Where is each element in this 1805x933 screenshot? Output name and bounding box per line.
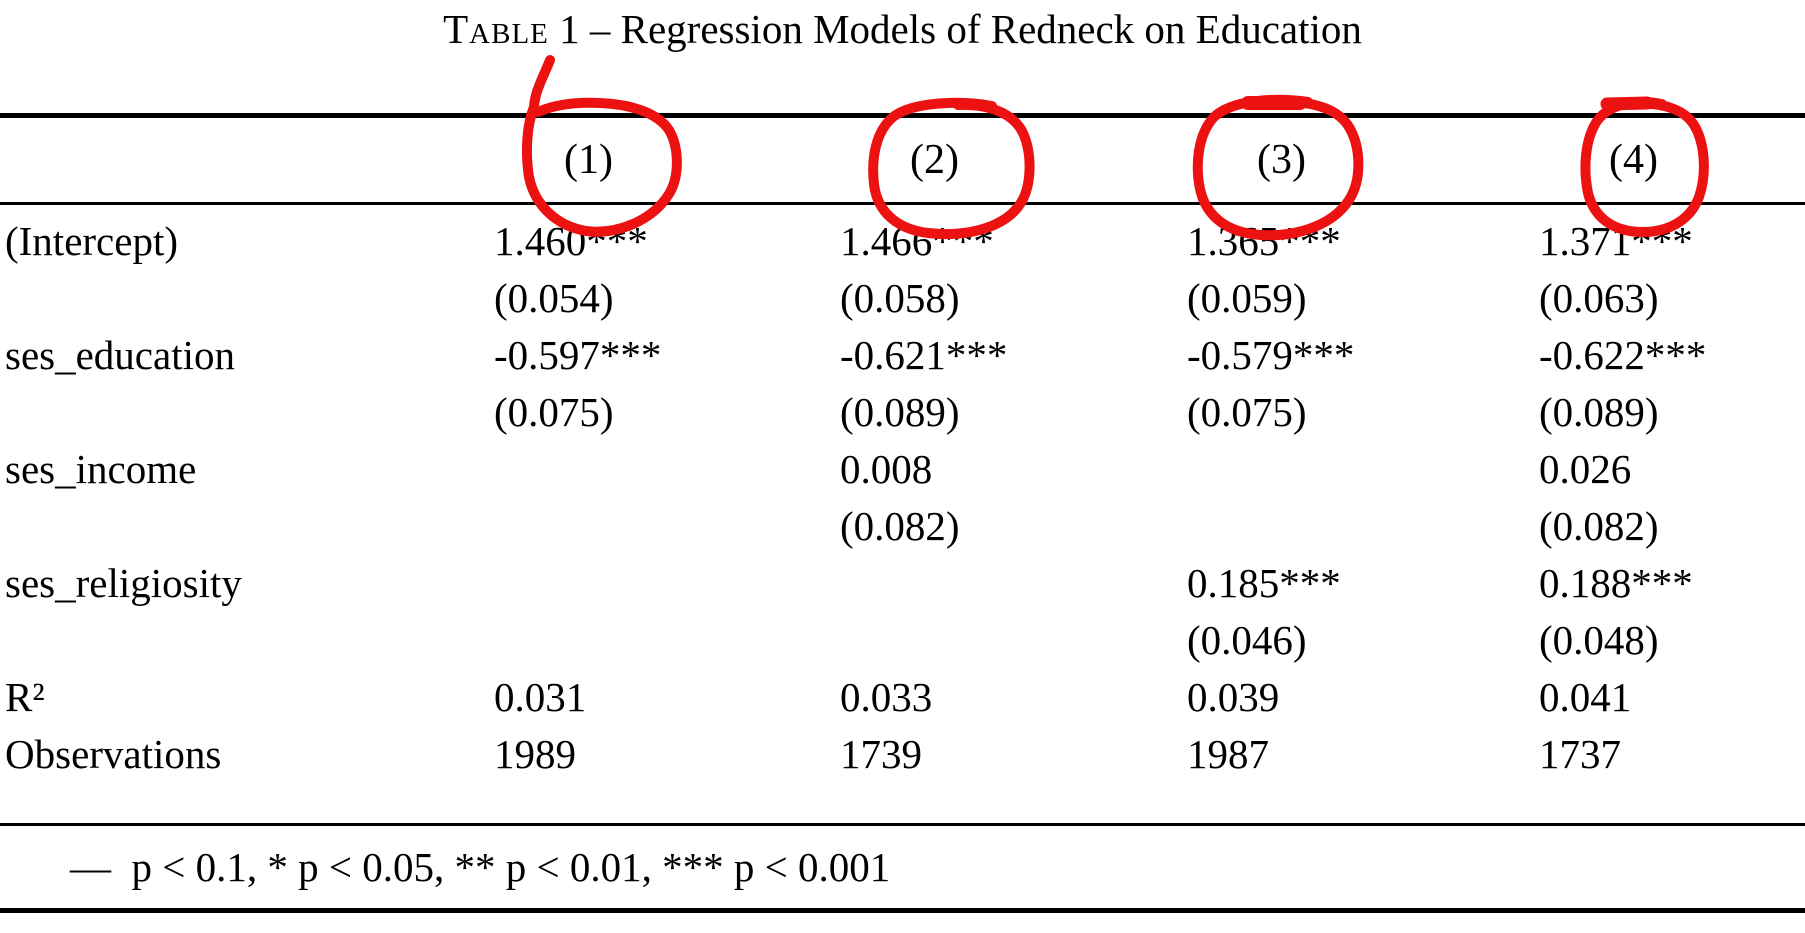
std-error-cell: (0.058) <box>840 275 960 321</box>
std-error-cell: (0.082) <box>840 503 960 549</box>
column-header-2: (2) <box>910 137 959 183</box>
row-label <box>0 612 489 669</box>
observations-cell: 1987 <box>1187 731 1269 777</box>
coefficient-cell: -0.621*** <box>840 332 1008 378</box>
row-label: R² <box>5 674 45 720</box>
coefficient-cell: 1.365*** <box>1187 218 1341 264</box>
observations-cell: 1739 <box>840 731 922 777</box>
std-error-cell: (0.059) <box>1187 275 1307 321</box>
coefficient-cell <box>1182 441 1534 498</box>
row-label <box>0 384 489 441</box>
row-label: (Intercept) <box>5 218 178 264</box>
row-label: ses_education <box>5 332 235 378</box>
table-row: (0.046) (0.048) <box>0 612 1805 669</box>
column-header-1: (1) <box>564 137 613 183</box>
table-row: ses_income 0.008 0.026 <box>0 441 1805 498</box>
row-label <box>0 498 489 555</box>
table-row: R² 0.031 0.033 0.039 0.041 <box>0 669 1805 726</box>
std-error-cell <box>489 612 835 669</box>
table-row: (0.054) (0.058) (0.059) (0.063) <box>0 270 1805 327</box>
table-title-prefix: Table <box>443 6 549 52</box>
std-error-cell: (0.075) <box>1187 389 1307 435</box>
coefficient-cell: -0.622*** <box>1539 332 1707 378</box>
coefficient-cell: 0.188*** <box>1539 560 1693 606</box>
std-error-cell: (0.048) <box>1539 617 1659 663</box>
coefficient-cell: 0.026 <box>1539 446 1632 492</box>
table-row: ses_religiosity 0.185*** 0.188*** <box>0 555 1805 612</box>
coefficient-cell: -0.597*** <box>494 332 662 378</box>
row-label: Observations <box>5 731 222 777</box>
std-error-cell <box>489 498 835 555</box>
coefficient-cell: 0.185*** <box>1187 560 1341 606</box>
coefficient-cell <box>489 555 835 612</box>
coefficient-cell: -0.579*** <box>1187 332 1355 378</box>
std-error-cell: (0.082) <box>1539 503 1659 549</box>
table-row: ses_education -0.597*** -0.621*** -0.579… <box>0 327 1805 384</box>
r-squared-cell: 0.031 <box>494 674 587 720</box>
table-row: (Intercept) 1.460*** 1.466*** 1.365*** 1… <box>0 213 1805 270</box>
table-title-rest: 1 – Regression Models of Redneck on Educ… <box>548 6 1362 52</box>
red-circle-annotation-4-pen-blob <box>1600 96 1654 111</box>
row-label: ses_income <box>5 446 197 492</box>
significance-note: — p < 0.1, * p < 0.05, ** p < 0.01, *** … <box>70 844 891 890</box>
r-squared-cell: 0.039 <box>1187 674 1280 720</box>
coefficient-cell: 1.371*** <box>1539 218 1693 264</box>
bottom-rule <box>0 908 1805 913</box>
row-label: ses_religiosity <box>5 560 242 606</box>
body-footer-rule <box>0 823 1805 826</box>
observations-cell: 1989 <box>494 731 576 777</box>
column-header-4: (4) <box>1609 137 1658 183</box>
r-squared-cell: 0.041 <box>1539 674 1632 720</box>
row-label <box>0 270 489 327</box>
std-error-cell <box>835 612 1182 669</box>
std-error-cell: (0.075) <box>494 389 614 435</box>
std-error-cell: (0.054) <box>494 275 614 321</box>
std-error-cell <box>1182 498 1534 555</box>
std-error-cell: (0.089) <box>840 389 960 435</box>
table-row: Observations 1989 1739 1987 1737 <box>0 726 1805 783</box>
std-error-cell: (0.046) <box>1187 617 1307 663</box>
column-header-3: (3) <box>1257 137 1306 183</box>
std-error-cell: (0.063) <box>1539 275 1659 321</box>
coefficient-cell: 1.466*** <box>840 218 994 264</box>
column-header-row: (1) (2) (3) (4) <box>0 118 1805 202</box>
std-error-cell: (0.089) <box>1539 389 1659 435</box>
table-row: (0.075) (0.089) (0.075) (0.089) <box>0 384 1805 441</box>
table-body: (Intercept) 1.460*** 1.466*** 1.365*** 1… <box>0 205 1805 783</box>
coefficient-cell <box>489 441 835 498</box>
observations-cell: 1737 <box>1539 731 1621 777</box>
table-row: (0.082) (0.082) <box>0 498 1805 555</box>
table-title: Table 1 – Regression Models of Redneck o… <box>0 4 1805 54</box>
coefficient-cell <box>835 555 1182 612</box>
coefficient-cell: 1.460*** <box>494 218 648 264</box>
r-squared-cell: 0.033 <box>840 674 933 720</box>
coefficient-cell: 0.008 <box>840 446 933 492</box>
